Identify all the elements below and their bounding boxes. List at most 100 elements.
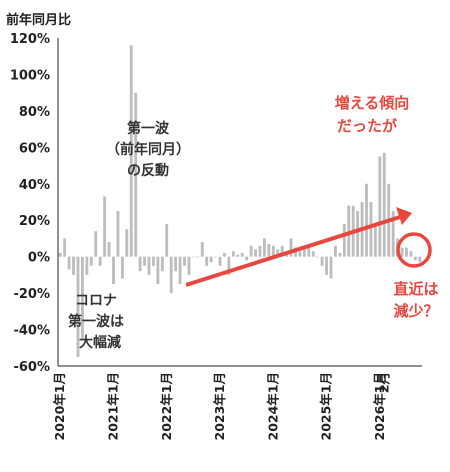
bar xyxy=(378,156,382,257)
bar xyxy=(160,256,164,272)
bar xyxy=(365,183,368,257)
bar xyxy=(382,152,386,257)
y-tick-label: 0% xyxy=(28,251,50,266)
bar xyxy=(156,256,160,284)
bar xyxy=(418,256,422,263)
bar xyxy=(316,256,320,258)
bar xyxy=(80,256,84,339)
bar xyxy=(391,211,395,257)
bar xyxy=(289,238,293,257)
bar xyxy=(311,251,315,257)
bar xyxy=(334,245,337,257)
bar xyxy=(138,256,142,272)
bar xyxy=(196,256,200,258)
bar xyxy=(191,256,195,258)
bar xyxy=(320,256,324,266)
bar xyxy=(302,247,306,257)
bar xyxy=(165,223,169,257)
annotation-trend-2: だったが xyxy=(337,117,398,135)
bar xyxy=(129,45,133,257)
trend-arrowhead xyxy=(396,207,412,225)
bar xyxy=(409,251,413,257)
x-tick-label: 2025年1月 xyxy=(319,372,334,441)
bar xyxy=(120,256,124,279)
y-tick-label: 80% xyxy=(19,105,50,120)
bars xyxy=(58,45,422,357)
bar xyxy=(356,211,360,257)
bar xyxy=(298,251,302,257)
x-tick-labels: 2020年1月 2021年1月 2022年1月 2023年1月 2024年1月 2025年… xyxy=(52,372,391,441)
y-tick-label: 60% xyxy=(19,141,50,156)
annotation-covid-2: 第一波は xyxy=(68,313,124,330)
x-tick-label: 2020年1月 xyxy=(52,372,67,441)
bar xyxy=(63,238,67,257)
y-tick-label: -40% xyxy=(13,324,50,339)
bar xyxy=(178,256,182,284)
bar xyxy=(271,245,275,257)
unit-label: 前年同月比 xyxy=(6,12,71,28)
bar xyxy=(134,92,138,257)
bar xyxy=(223,253,226,257)
bar xyxy=(183,256,186,266)
bar xyxy=(240,253,244,257)
bar xyxy=(116,211,120,257)
bar xyxy=(342,223,346,257)
x-tick-label: 2023年1月 xyxy=(212,372,227,441)
x-tick-label: 2022年1月 xyxy=(159,372,174,441)
annotation-recent-1: 直近は xyxy=(393,280,438,298)
bar xyxy=(325,256,328,275)
y-tick-label: -20% xyxy=(13,287,50,302)
y-tick-label: 20% xyxy=(19,214,50,229)
bar xyxy=(200,242,204,257)
recent-highlight-circle xyxy=(396,232,432,268)
bar xyxy=(267,243,271,257)
bar xyxy=(125,229,129,257)
x-tick-label: 2021年1月 xyxy=(106,372,121,441)
y-tick-label: -60% xyxy=(13,360,50,375)
bar xyxy=(143,256,146,266)
bar xyxy=(58,253,62,257)
bar xyxy=(258,245,262,257)
bar xyxy=(205,256,209,266)
y-tick-label: 40% xyxy=(19,178,50,193)
x-tick-label: 2026年1月 xyxy=(372,372,387,441)
trend-arrow xyxy=(185,215,401,287)
y-tick-label: 100% xyxy=(10,68,50,83)
bar xyxy=(107,242,111,257)
bar xyxy=(276,249,280,257)
bar xyxy=(369,202,373,257)
bar xyxy=(72,256,75,275)
bar xyxy=(347,205,351,257)
y-tick-label: 120% xyxy=(10,32,50,47)
bar xyxy=(249,245,253,257)
bar xyxy=(262,238,266,257)
bar xyxy=(218,256,222,266)
bar xyxy=(227,256,231,275)
bar xyxy=(147,256,151,275)
bar xyxy=(214,256,217,258)
bar xyxy=(329,256,333,279)
annotation-rebound-3: の反動 xyxy=(127,162,169,179)
x-tick-label: 2024年1月 xyxy=(265,372,280,441)
bar xyxy=(112,256,115,284)
annotation-trend-1: 増える傾向 xyxy=(335,94,410,112)
annotation-rebound-1: 第一波 xyxy=(127,120,170,137)
bar xyxy=(280,245,284,257)
bar xyxy=(307,245,311,257)
bar xyxy=(98,256,102,266)
bar xyxy=(245,256,249,261)
annotation-rebound-2: （前年同月） xyxy=(106,141,190,158)
annotation-recent-2: 減少？ xyxy=(393,302,438,320)
bar xyxy=(231,251,235,257)
bar xyxy=(152,256,155,266)
bar xyxy=(400,247,404,257)
bar xyxy=(236,254,240,257)
bar xyxy=(254,249,257,257)
bar xyxy=(76,256,80,357)
y-tick-labels: 120% 100% 80% 60% 40% 20% 0% -20% -40% -60% xyxy=(10,32,50,375)
annotation-covid-1: コロナ xyxy=(75,293,117,309)
bar xyxy=(373,223,377,257)
bar xyxy=(413,256,417,261)
bar xyxy=(85,256,89,275)
